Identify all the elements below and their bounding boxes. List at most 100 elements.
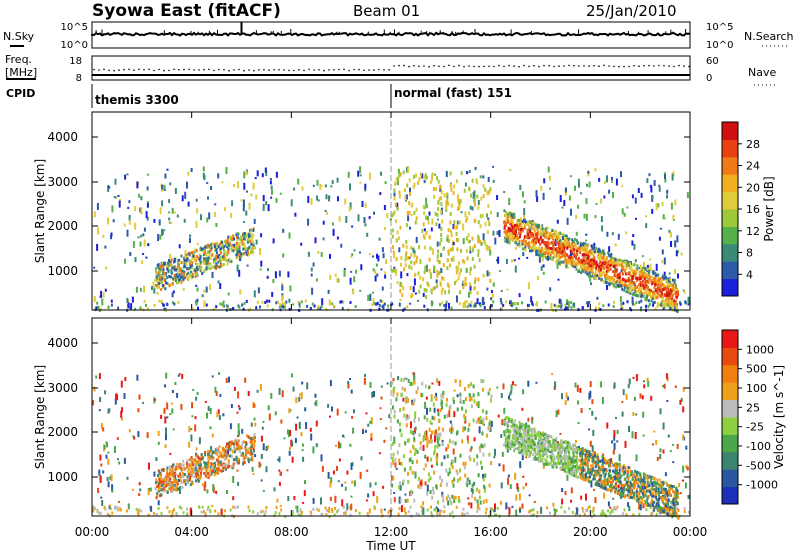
nave-dot	[558, 65, 560, 67]
power-cell	[191, 256, 194, 260]
power-cell	[606, 277, 609, 280]
power-cell	[439, 282, 442, 287]
power-cell	[198, 253, 201, 257]
velocity-cell	[443, 510, 446, 514]
power-cell	[598, 306, 600, 310]
power-cell	[518, 239, 521, 243]
power-cell	[588, 249, 591, 253]
velocity-cell	[284, 515, 287, 519]
power-cell	[658, 285, 661, 289]
power-cell	[544, 251, 547, 255]
velocity-cell	[200, 468, 203, 472]
velocity-cell	[160, 473, 162, 477]
power-cell	[537, 275, 539, 280]
velocity-cell	[194, 458, 197, 462]
velocity-cell	[478, 426, 481, 434]
nave-dot	[148, 68, 150, 71]
power-cell	[643, 281, 646, 285]
power-cell	[640, 292, 643, 296]
velocity-cell	[195, 447, 198, 451]
velocity-cell	[165, 372, 168, 379]
power-cell	[359, 251, 361, 254]
velocity-cell	[172, 428, 175, 431]
velocity-cell	[514, 384, 517, 387]
velocity-cell	[562, 457, 565, 461]
power-cell	[535, 190, 538, 198]
power-cell	[558, 298, 561, 304]
power-cell	[599, 260, 602, 264]
power-colorbar-band	[722, 139, 738, 158]
velocity-cell	[114, 507, 117, 510]
velocity-cell	[238, 461, 241, 465]
power-cell	[215, 254, 218, 258]
power-cell	[285, 300, 288, 304]
power-cell	[252, 243, 255, 247]
velocity-cell	[223, 463, 225, 467]
velocity-cell	[594, 497, 597, 504]
velocity-cell	[217, 471, 220, 475]
power-cell	[219, 257, 222, 261]
power-cell	[468, 186, 470, 191]
velocity-cell	[211, 450, 214, 454]
velocity-cell	[189, 483, 192, 487]
velocity-cell	[181, 373, 184, 379]
velocity-cell	[117, 508, 120, 512]
power-cell	[662, 295, 665, 299]
power-cell	[468, 303, 471, 307]
power-cell	[250, 250, 252, 254]
velocity-cell	[502, 464, 505, 472]
power-cell	[349, 202, 352, 210]
velocity-cell	[173, 478, 176, 482]
power-cell	[551, 228, 554, 232]
power-cell	[128, 219, 131, 225]
power-cell	[171, 265, 174, 269]
power-cell	[647, 305, 650, 309]
power-cell	[561, 232, 564, 236]
nave-dot	[448, 64, 450, 67]
power-cell	[249, 228, 252, 232]
velocity-cell	[181, 475, 184, 479]
power-cell	[166, 267, 169, 271]
power-cell	[567, 260, 570, 264]
velocity-cell	[182, 480, 185, 484]
power-cell	[652, 303, 655, 307]
power-cell	[488, 222, 491, 227]
power-cell	[250, 242, 253, 246]
power-cell	[536, 253, 539, 257]
velocity-cell	[216, 467, 219, 471]
velocity-cell	[186, 512, 189, 516]
velocity-cell	[527, 380, 530, 387]
power-cell	[544, 242, 547, 246]
power-cell	[618, 258, 621, 262]
power-cell	[556, 263, 559, 269]
power-ytick-labels: 1000 2000 3000 4000	[47, 130, 78, 278]
velocity-cell	[92, 505, 95, 509]
velocity-cell	[535, 381, 538, 384]
power-cell	[647, 271, 650, 275]
velocity-cell	[204, 401, 207, 403]
power-cell	[483, 301, 486, 305]
power-cell	[283, 305, 286, 309]
power-cell	[587, 171, 590, 174]
velocity-cell	[172, 474, 174, 478]
nave-dot	[368, 69, 370, 71]
velocity-cell	[249, 440, 252, 444]
velocity-cell	[204, 481, 207, 488]
velocity-cell	[118, 461, 121, 465]
power-cell	[657, 287, 659, 290]
nave-trace	[93, 64, 690, 72]
power-cell	[449, 263, 452, 268]
velocity-cell	[171, 490, 174, 493]
power-cell	[146, 201, 149, 208]
velocity-cell	[624, 440, 627, 448]
power-cell	[479, 239, 482, 244]
velocity-heatmap-cells	[92, 372, 690, 520]
power-cell	[167, 265, 169, 269]
velocity-cell	[584, 453, 587, 457]
power-cell	[540, 233, 543, 237]
power-cell	[532, 224, 534, 228]
velocity-cell	[243, 457, 246, 461]
power-cell	[617, 263, 620, 267]
power-cell	[385, 259, 388, 264]
power-cell	[170, 222, 173, 225]
